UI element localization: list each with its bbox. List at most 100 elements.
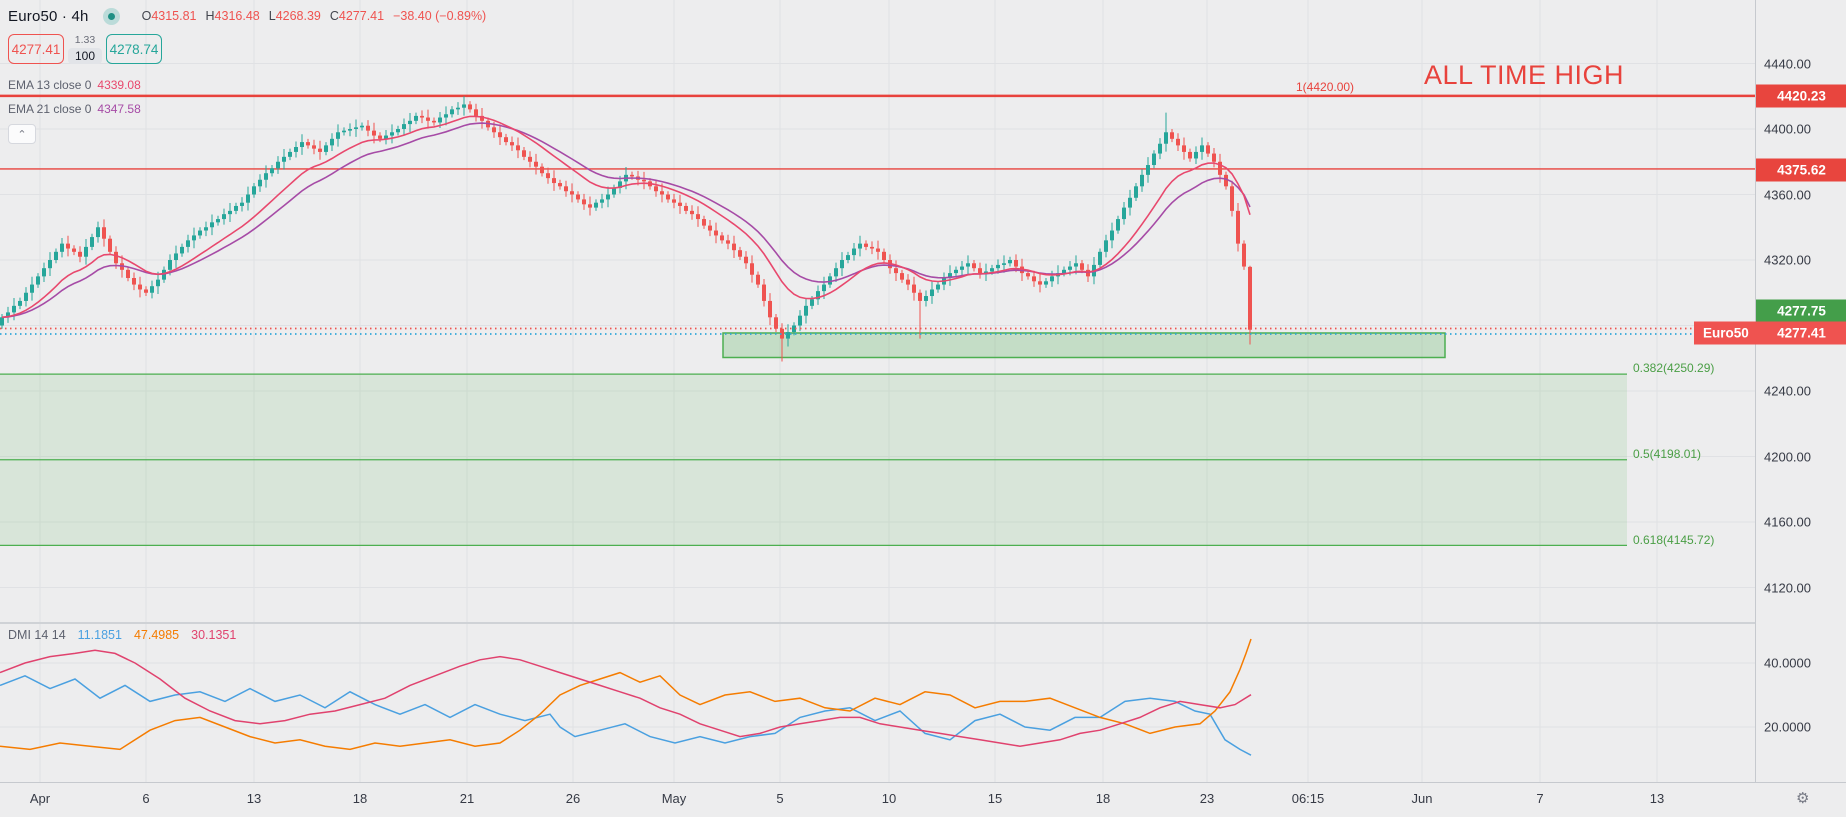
candle-body	[906, 279, 910, 285]
candle-body	[954, 269, 958, 274]
candle-body	[48, 260, 52, 269]
price-axis-label: 4360.00	[1764, 187, 1811, 202]
candle-body	[168, 260, 172, 270]
time-axis-label: 06:15	[1291, 791, 1325, 806]
candle-body	[810, 299, 814, 306]
candle-body	[336, 132, 340, 139]
candle-body	[444, 114, 448, 118]
dmi-plus-di-value: 11.1851	[77, 628, 122, 642]
candle-body	[798, 315, 802, 326]
time-axis-label: 21	[459, 791, 475, 806]
symbol-price-tag: Euro50	[1694, 321, 1758, 345]
dmi-+di-line	[0, 674, 1252, 756]
candle-body	[852, 248, 856, 256]
candle-body	[96, 227, 100, 238]
candle-body	[696, 214, 700, 220]
all-time-high-annotation: ALL TIME HIGH	[1424, 60, 1625, 90]
time-axis[interactable]: ⚙ Apr 6 13 18 21 26 May 5 10 15 18 23 06:15 Jun 7 13	[0, 782, 1846, 817]
candle-body	[402, 124, 406, 129]
candle-body	[378, 135, 382, 139]
candle-body	[1038, 281, 1042, 285]
quote-panel: 4277.41 1.33 100 4278.74	[8, 34, 486, 64]
candle-body	[390, 132, 394, 136]
candle-body	[480, 115, 484, 121]
candle-body	[36, 276, 40, 285]
candle-body	[900, 273, 904, 280]
candle-body	[546, 173, 550, 179]
candle-body	[90, 237, 94, 247]
candle-body	[1152, 153, 1156, 166]
candle-body	[354, 127, 358, 129]
candle-body	[456, 107, 460, 110]
candle-body	[1176, 138, 1180, 146]
candle-body	[228, 210, 232, 215]
candle-body	[144, 289, 148, 293]
candle-body	[768, 300, 772, 318]
candle-body	[1068, 266, 1072, 270]
candle-body	[420, 115, 424, 118]
candle-body	[42, 268, 46, 277]
candle-body	[1218, 161, 1222, 175]
time-axis-label: 13	[246, 791, 262, 806]
candle-body	[684, 205, 688, 211]
candle-body	[540, 166, 544, 174]
candle-body	[840, 260, 844, 269]
candle-body	[1044, 281, 1048, 285]
order-size-field[interactable]: 100	[68, 48, 102, 64]
indicator-legend-ema13[interactable]: EMA 13 close 0 4339.08	[8, 78, 141, 92]
candle-body	[672, 199, 676, 203]
candle-body	[348, 129, 352, 131]
indicator-legend-dmi[interactable]: DMI 14 14 11.1851 47.4985 30.1351	[8, 628, 236, 642]
indicator-legend-ema21[interactable]: EMA 21 close 0 4347.58	[8, 102, 141, 116]
candle-body	[762, 284, 766, 301]
candle-body	[576, 194, 580, 200]
sell-button[interactable]: 4277.41	[8, 34, 64, 64]
candle-body	[432, 120, 436, 123]
candle-body	[516, 145, 520, 151]
candle-body	[870, 246, 874, 249]
support-box	[722, 332, 1446, 359]
time-axis-label: 6	[142, 791, 150, 806]
collapse-legend-button[interactable]: ⌃	[8, 124, 36, 144]
chevron-up-icon: ⌃	[17, 128, 27, 141]
candle-body	[258, 179, 262, 187]
candle-body	[366, 125, 370, 131]
candle-body	[156, 279, 160, 287]
candle-body	[324, 145, 328, 152]
candle-body	[318, 148, 322, 152]
candle-body	[1170, 132, 1174, 139]
candle-body	[1206, 145, 1210, 154]
candle-body	[1212, 153, 1216, 162]
candle-body	[714, 230, 718, 236]
candle-body	[1140, 174, 1144, 187]
candle-body	[1122, 207, 1126, 220]
candle-body	[738, 250, 742, 257]
candle-body	[408, 120, 412, 125]
candle-body	[678, 202, 682, 206]
candle-body	[894, 268, 898, 274]
candle-body	[0, 317, 4, 326]
candle-body	[972, 263, 976, 269]
candle-body	[978, 268, 982, 274]
candle-body	[204, 227, 208, 231]
time-axis-label: 15	[987, 791, 1003, 806]
dmi-adx-line	[0, 649, 1252, 747]
price-axis[interactable]: 4440.00 4400.00 4360.00 4320.00 4240.00 4200.…	[1755, 0, 1846, 782]
price-chart-canvas[interactable]	[0, 0, 1755, 782]
price-axis-label: 4440.00	[1764, 56, 1811, 71]
buy-button[interactable]: 4278.74	[106, 34, 162, 64]
candle-body	[72, 248, 76, 252]
candle-body	[294, 147, 298, 152]
candle-body	[126, 269, 130, 279]
price-axis-label: 40.0000	[1764, 655, 1811, 671]
candle-body	[492, 127, 496, 133]
candle-body	[426, 117, 430, 121]
symbol-title[interactable]: Euro50 · 4h	[8, 7, 89, 25]
time-axis-label: Apr	[29, 791, 51, 806]
candle-body	[990, 268, 994, 272]
candle-body	[1062, 269, 1066, 274]
chart-legend: Euro50 · 4h O4315.81 H4316.48 L4268.39 C…	[8, 5, 486, 144]
candle-body	[702, 219, 706, 226]
axis-settings-gear-icon[interactable]: ⚙	[1796, 790, 1810, 807]
